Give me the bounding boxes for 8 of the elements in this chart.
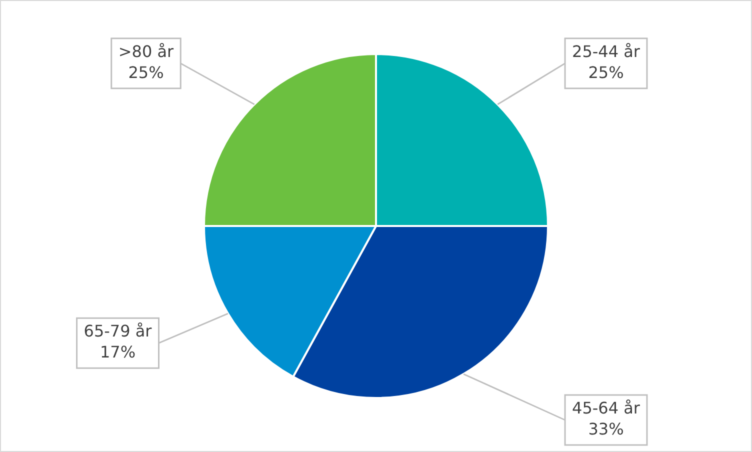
data-label: 25% [588,63,624,82]
slice-label: 25-44 år [572,42,640,62]
data-label: 17% [100,342,136,362]
slice-label: 65-79 år [84,322,152,341]
slice-label: >80 år [118,42,174,62]
slice-label: 45-64 år [572,398,640,418]
data-label: 33% [588,420,624,439]
data-label: 25% [128,63,164,82]
